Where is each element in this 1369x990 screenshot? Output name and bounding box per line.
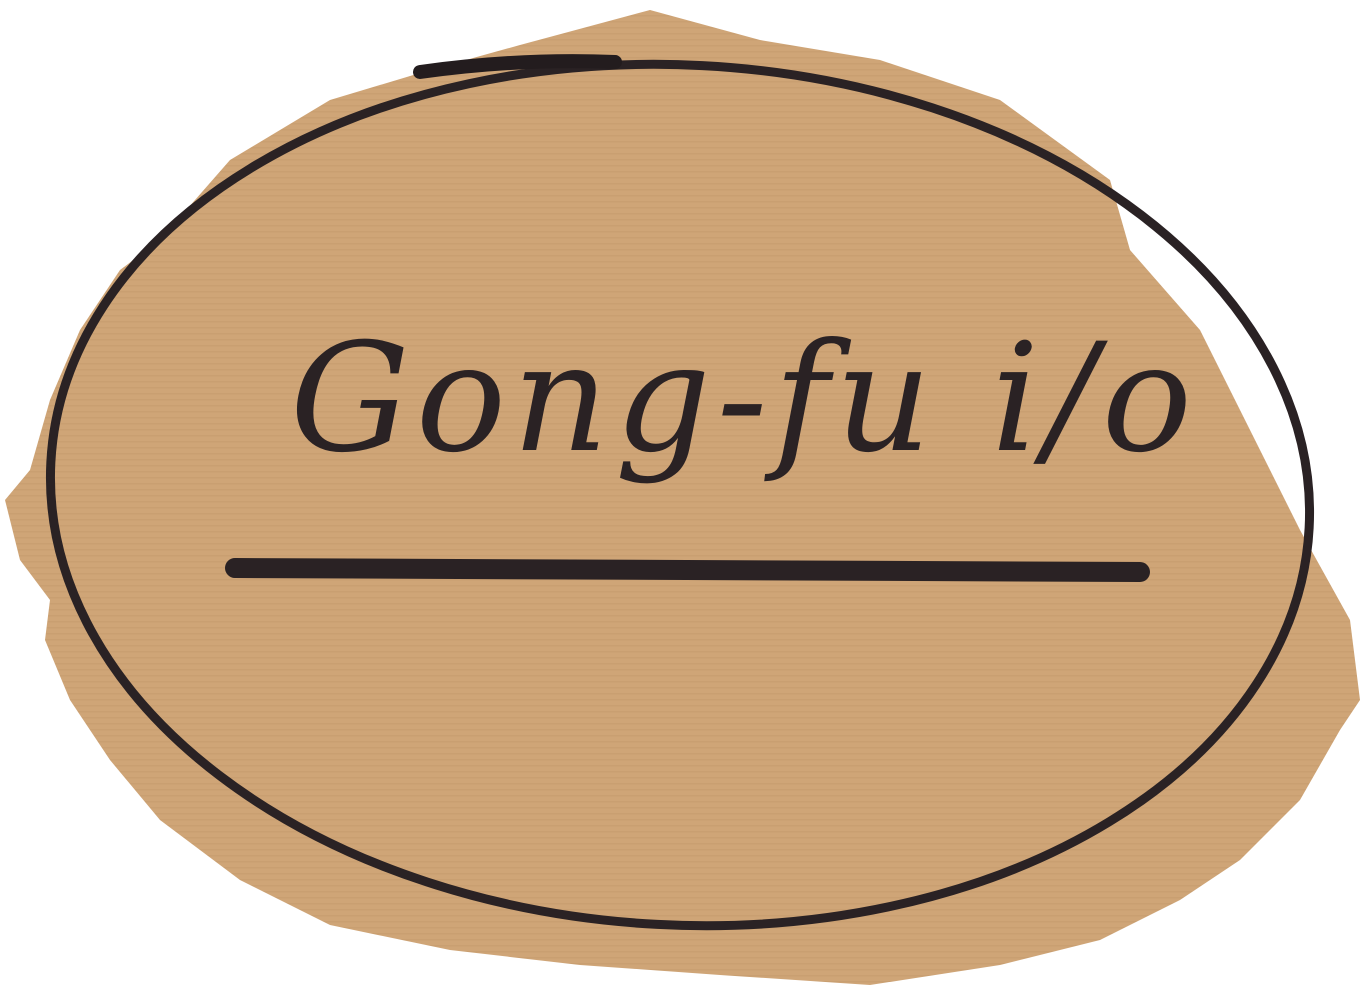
handwritten-title: Gong-fu i/o (290, 312, 1198, 486)
torn-paper (5, 10, 1360, 985)
drawn-oval (45, 59, 1315, 931)
drawn-underline (225, 558, 1150, 582)
drawn-oval-top-stroke (413, 54, 622, 79)
